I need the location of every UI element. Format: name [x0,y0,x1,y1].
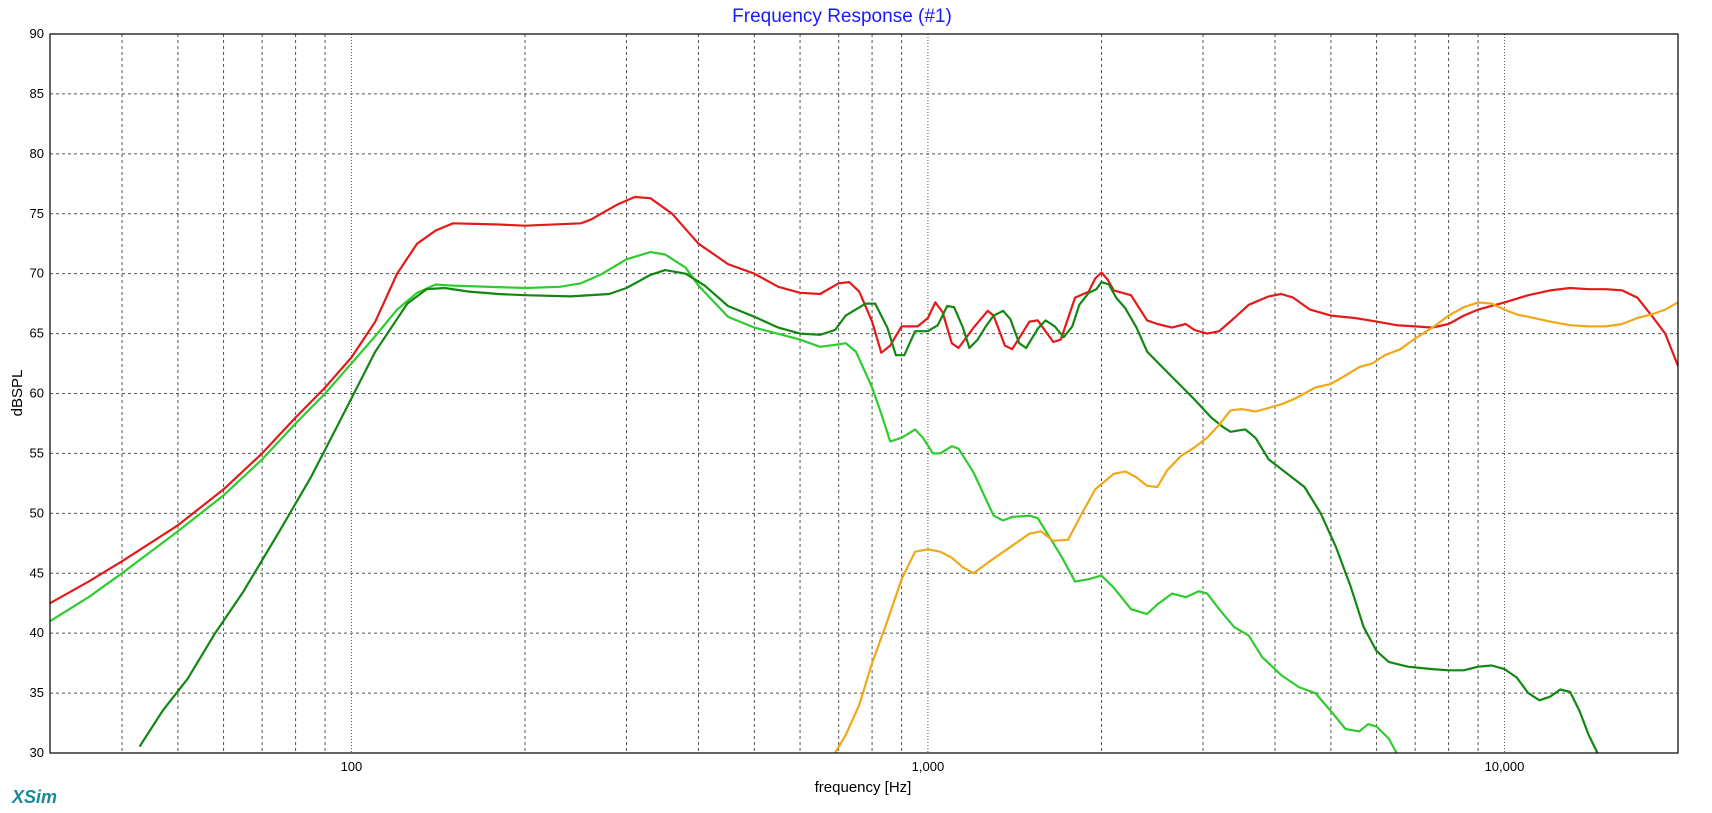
x-tick-label: 1,000 [912,759,945,774]
xsim-brand-logo: XSim [11,787,57,807]
y-tick-label: 75 [30,206,44,221]
series-line-1 [50,195,1678,605]
x-tick-label: 10,000 [1485,759,1525,774]
series-line-3 [139,269,1599,753]
y-tick-label: 50 [30,505,44,520]
y-tick-label: 65 [30,326,44,341]
series-line-2 [50,251,1398,753]
x-axis-label: frequency [Hz] [815,779,912,796]
x-tick-label: 100 [341,759,363,774]
y-tick-label: 90 [30,26,44,41]
x-tick-labels: 100 1,000 10,000 [341,759,1525,774]
y-tick-label: 60 [30,386,44,401]
y-tick-label: 55 [30,445,44,460]
plot-frame [49,33,1679,754]
y-tick-labels: 30 35 40 45 50 55 60 65 70 75 80 85 90 [30,26,44,760]
y-tick-label: 30 [30,745,44,760]
y-tick-label: 80 [30,146,44,161]
series-line-4 [833,301,1678,753]
y-tick-label: 70 [30,266,44,281]
y-tick-label: 40 [30,625,44,640]
series-group [50,195,1678,753]
y-axis-label: dBSPL [9,370,26,417]
y-tick-label: 45 [30,565,44,580]
chart-title: Frequency Response (#1) [732,6,952,27]
y-tick-label: 85 [30,86,44,101]
y-tick-label: 35 [30,685,44,700]
grid [50,34,1678,753]
